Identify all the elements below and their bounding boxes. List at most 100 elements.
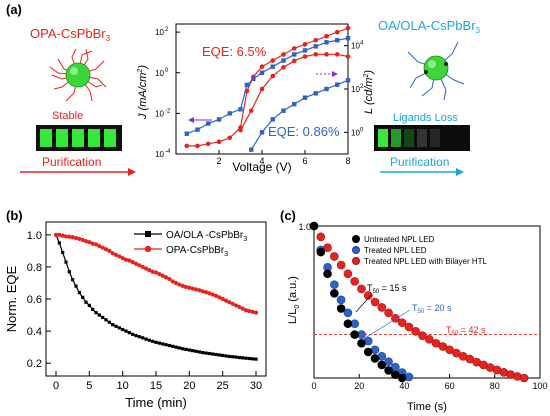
chart-b-point	[211, 352, 215, 356]
chart-b-point	[210, 292, 215, 297]
chart-a-y-right-label: L (cd/m2)	[363, 70, 375, 114]
chart-a-y-left-tick-exponent: 2	[165, 27, 169, 33]
chart-c-x-tick-label: 80	[490, 381, 500, 391]
chart-b-point	[74, 284, 78, 288]
chart-b-point	[83, 239, 89, 244]
chart-a-point	[345, 78, 351, 83]
chart-a-y-left-tick-exponent: -2	[165, 108, 171, 114]
chart-b-point	[131, 332, 135, 336]
chart-a-point	[324, 86, 329, 92]
chart-a-point	[270, 58, 276, 63]
chart-c-point	[370, 354, 380, 363]
right-arrow	[380, 168, 464, 176]
chart-a-axis-arrows	[188, 71, 338, 123]
chart-b-point	[127, 331, 131, 335]
chart-c-point	[330, 252, 339, 261]
chart-b-point	[253, 310, 259, 315]
chart-a-point	[345, 25, 351, 31]
chart-b-point	[247, 356, 251, 361]
chart-b-point	[197, 288, 202, 293]
chart-b-point	[197, 350, 201, 354]
chart-b-point	[193, 287, 199, 292]
chart-b-point	[223, 298, 229, 303]
chart-c-point	[350, 277, 359, 286]
chart-b-point	[187, 285, 192, 290]
chart-a-point	[291, 46, 297, 51]
chart-c-point	[370, 297, 380, 307]
chart-a-point	[259, 130, 265, 135]
panel-c: (c) 0 20 40 60 80 100 1.0 Time (s) L/L0 (a.u.…	[280, 208, 548, 413]
chart-b-point	[243, 308, 249, 313]
chart-c-legend-label-treated: Treated NPL LED	[364, 246, 427, 255]
chart-b-point	[121, 327, 125, 332]
chart-c-legend-label-untreated: Untreated NPL LED	[364, 235, 435, 244]
chart-b-y-label: Norm. EQE	[4, 265, 19, 332]
chart-a-y-right-tick-exponent: 2	[360, 84, 364, 90]
chart-b-point	[111, 323, 115, 327]
chart-b-y-ticks: 0.2 0.4 0.6 0.8 1.0	[27, 230, 51, 370]
chart-c-point	[519, 373, 529, 383]
chart-b-point	[181, 347, 185, 351]
chart-a-point	[335, 38, 340, 43]
chart-a-point	[259, 86, 265, 92]
chart-b-point	[100, 245, 105, 250]
chart-a-point	[227, 111, 232, 116]
right-title: OA/OLA-CsPbBr3	[378, 18, 481, 35]
chart-b-point	[90, 241, 95, 246]
chart-c-point	[330, 289, 339, 298]
chart-b-x-tick-label: 0	[53, 380, 59, 392]
chart-b-point	[204, 351, 208, 355]
chart-a-y-left-tick-label: 10	[155, 150, 164, 159]
chart-c-point	[343, 319, 353, 329]
chart-c-x-tick-label: 40	[399, 381, 409, 391]
chart-b-point	[107, 320, 111, 324]
chart-a-point	[206, 121, 211, 126]
chart-c-point	[363, 347, 373, 357]
chart-b-point	[231, 355, 235, 359]
chart-b-point	[153, 270, 159, 275]
chart-a-point	[184, 131, 189, 136]
chart-c-x-tick-label: 20	[354, 381, 364, 391]
chart-b-point	[140, 264, 145, 270]
right-vial-photo	[374, 125, 470, 151]
chart-a-point	[205, 141, 211, 147]
chart-b-x-tick-label: 10	[117, 380, 129, 392]
chart-a-point	[249, 147, 254, 152]
chart-b-point	[91, 307, 95, 312]
chart-c-point	[309, 221, 319, 231]
chart-b-point	[221, 353, 225, 358]
chart-b-point	[84, 300, 88, 304]
chart-c-point	[384, 366, 393, 375]
chart-b-point	[130, 260, 135, 265]
chart-b-point	[144, 337, 148, 341]
chart-a-x-tick-label: 2	[216, 156, 221, 166]
chart-b-point	[247, 308, 252, 314]
chart-b-point	[80, 237, 85, 243]
chart-c-x-label: Time (s)	[407, 401, 447, 413]
chart-a-series-line	[239, 53, 349, 131]
chart-b-point	[81, 295, 85, 299]
chart-a-point	[324, 52, 329, 57]
chart-b-point	[87, 303, 91, 308]
panel-label-c: (c)	[280, 208, 296, 223]
chart-c-point	[350, 330, 359, 339]
chart-c-y-label: L/L0 (a.u.)	[287, 276, 301, 324]
chart-a-point	[216, 139, 222, 145]
chart-b-point	[160, 273, 165, 278]
chart-a-point	[227, 135, 233, 141]
chart-b-point	[151, 339, 155, 343]
chart-a-point	[291, 58, 297, 64]
chart-a-point	[313, 52, 319, 57]
chart-b-x-tick-label: 5	[86, 380, 92, 392]
left-vial-photo	[36, 125, 122, 151]
chart-b-point	[117, 254, 122, 259]
chart-b-point	[241, 356, 245, 360]
chart-b-point	[71, 278, 75, 282]
chart-b-legend-label-oa-ola: OA/OLA -CsPbBr3	[166, 230, 247, 243]
chart-b-point	[73, 235, 79, 241]
chart-b-point	[173, 280, 179, 286]
chart-c-series	[309, 221, 529, 383]
left-arrow-label: Purification	[42, 155, 101, 169]
chart-b-point	[114, 324, 118, 328]
